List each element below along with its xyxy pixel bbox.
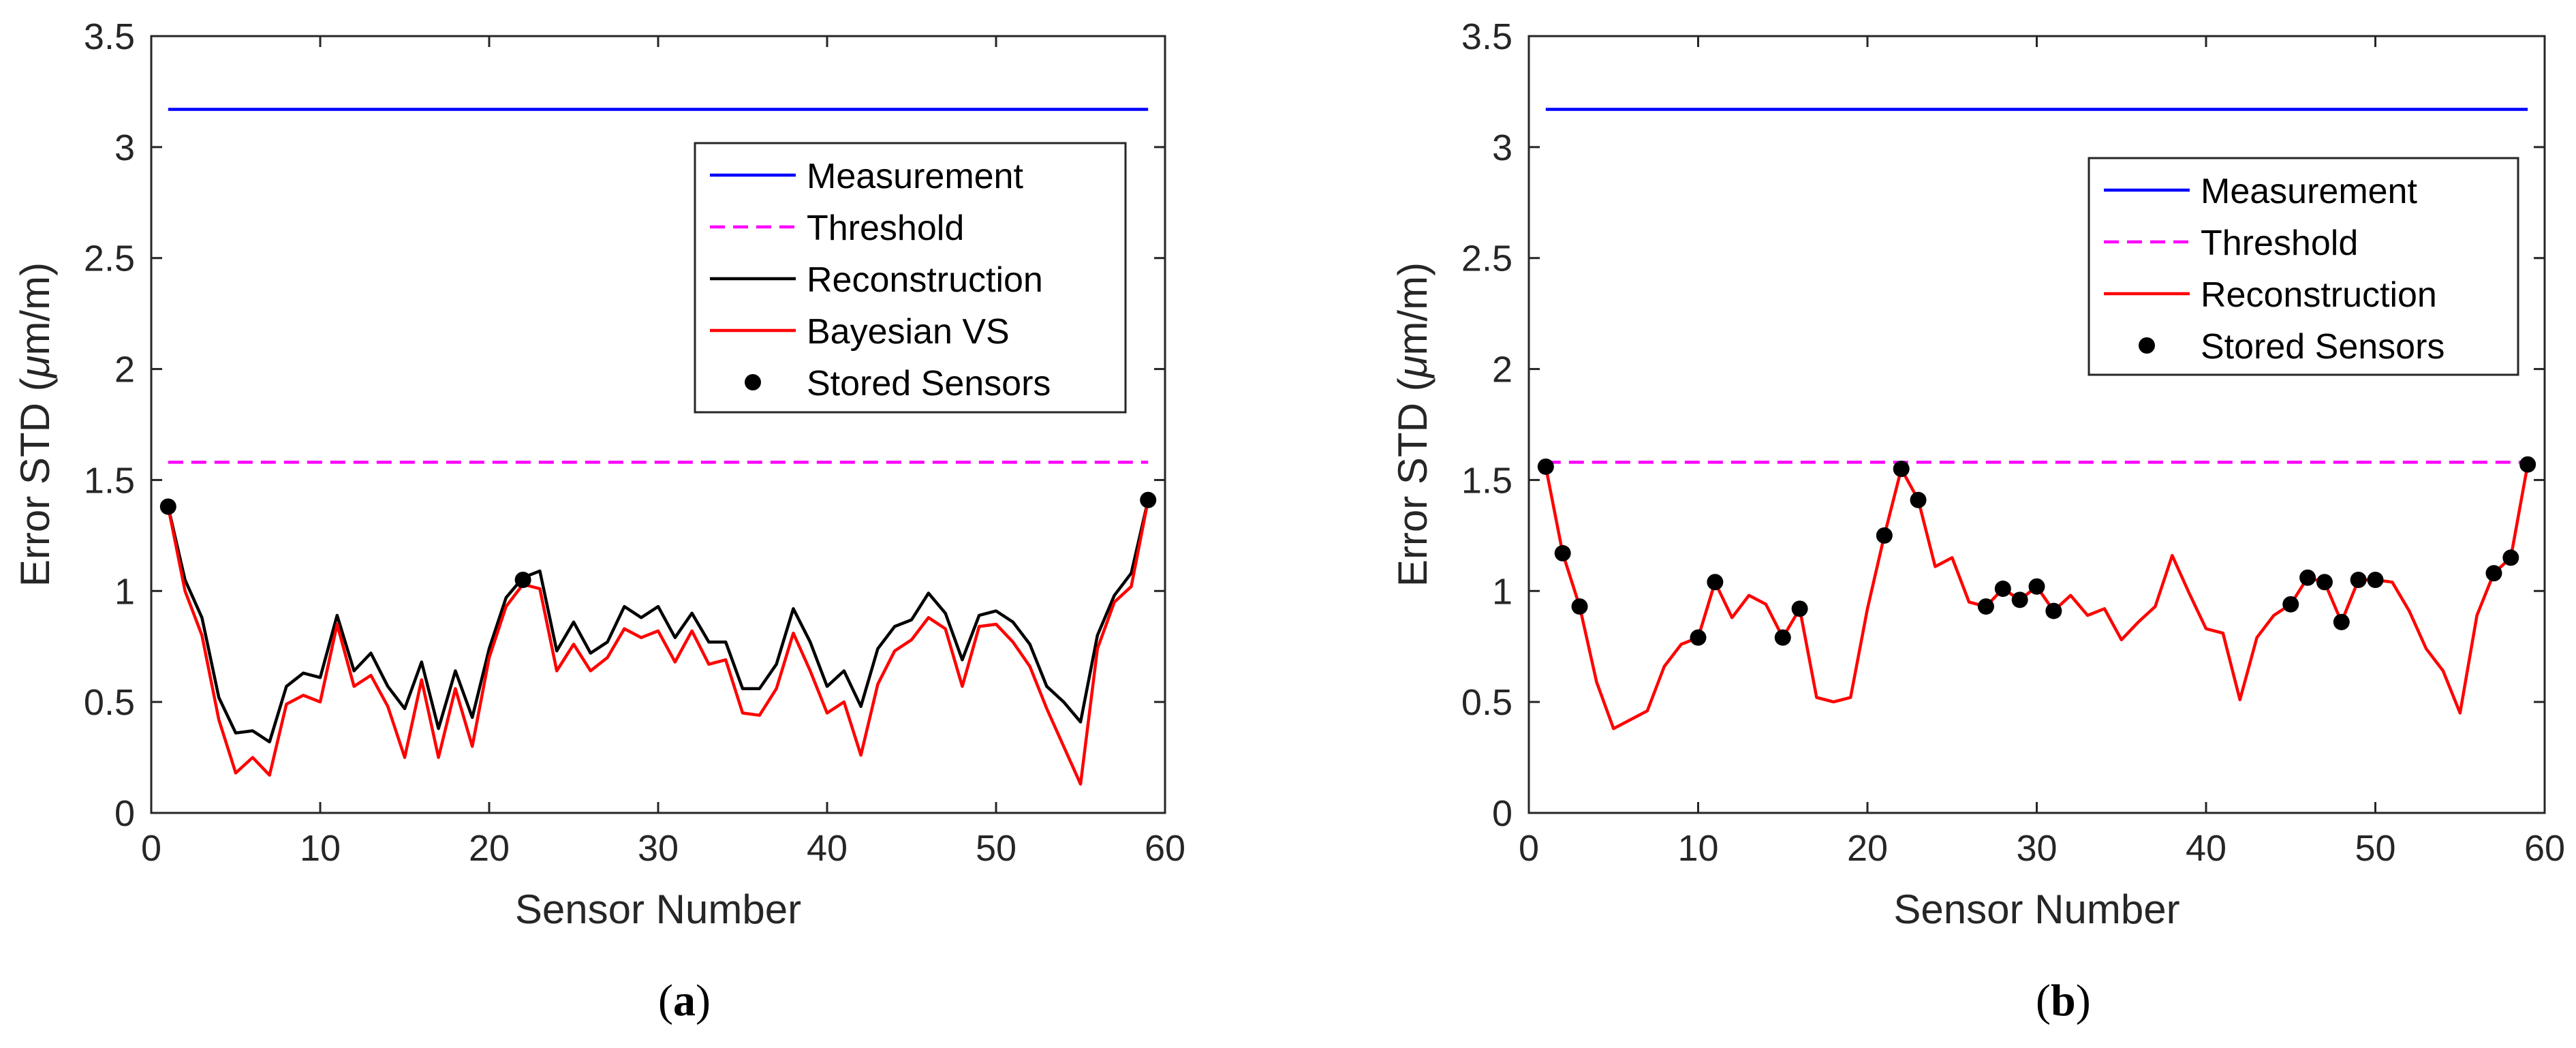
stored-sensor-point [514, 572, 531, 588]
stored-sensor-point [1994, 581, 2011, 598]
x-axis-label: Sensor Number [515, 887, 801, 932]
stored-sensor-point [1910, 491, 1927, 508]
y-axis-label-prefix: Error STD ( [12, 377, 58, 587]
y-tick-label: 0.5 [1461, 682, 1512, 723]
y-axis-label-mu: μ [12, 356, 58, 380]
y-tick-label: 1 [114, 571, 135, 612]
legend-box [2088, 157, 2519, 376]
caption-close-paren: ) [2076, 976, 2091, 1026]
chart-panel-a: 0 10 20 30 40 50 60 0 0.5 1 1.5 2 2.5 3 3.5 Sensor Numb… [12, 16, 1185, 1026]
bayesian-vs-line [166, 499, 1150, 786]
legend-swatch-stored-sensors [2139, 337, 2155, 354]
y-tick-label: 1.5 [1461, 460, 1512, 501]
x-tick-label: 20 [1847, 828, 1888, 869]
y-tick-label: 3.5 [1461, 16, 1512, 57]
x-tick-label: 50 [976, 828, 1017, 869]
panel-caption: (b) [2036, 976, 2091, 1026]
y-tick-label: 2 [114, 350, 135, 390]
x-tick-label: 60 [1145, 828, 1185, 869]
reconstruction-line [166, 499, 1150, 744]
stored-sensor-point [1554, 544, 1571, 561]
legend-label-reconstruction: Reconstruction [2201, 275, 2437, 315]
panel-caption: (a) [658, 976, 711, 1026]
chart-panel-b: 0 10 20 30 40 50 60 0 0.5 1 1.5 2 2.5 3 3.5 Sensor Numb… [1390, 16, 2565, 1026]
y-axis-label-suffix: m/m) [1390, 262, 1436, 356]
x-tick-label: 20 [469, 828, 510, 869]
x-tick-label: 50 [2355, 828, 2395, 869]
stored-sensor-point [1876, 527, 1893, 544]
stored-sensor-point [1571, 598, 1588, 615]
stored-sensor-point [1140, 491, 1157, 508]
stored-sensor-point [1774, 629, 1791, 646]
caption-open-paren: ( [658, 976, 673, 1026]
caption-close-paren: ) [696, 976, 711, 1026]
stored-sensor-point [1707, 574, 1724, 591]
stored-sensor-point [2011, 591, 2028, 608]
stored-sensor-point [2282, 596, 2299, 613]
legend-label-stored-sensors: Stored Sensors [2201, 327, 2445, 367]
legend-label-measurement: Measurement [2201, 172, 2417, 211]
x-tick-label: 30 [638, 828, 679, 869]
y-tick-label: 3 [114, 127, 135, 168]
plot-area [1527, 35, 2546, 814]
legend-label-reconstruction: Reconstruction [807, 260, 1043, 300]
legend-label-threshold: Threshold [2201, 224, 2358, 263]
stored-sensor-point [2316, 574, 2333, 591]
stored-sensor-point [2299, 569, 2316, 586]
y-axis-label-mu: μ [1390, 356, 1436, 380]
x-axis-label: Sensor Number [1893, 887, 2179, 932]
legend-label-stored-sensors: Stored Sensors [807, 364, 1051, 403]
stored-sensor-point [1690, 629, 1707, 646]
y-tick-label: 3.5 [84, 16, 135, 57]
stored-sensor-point [2485, 565, 2502, 582]
stored-sensor-point [1893, 461, 1910, 478]
y-tick-label: 0 [114, 793, 135, 834]
y-axis-label: Error STD (μm/m) [12, 262, 58, 587]
stored-sensor-point [2367, 572, 2384, 588]
y-tick-label: 3 [1492, 127, 1512, 168]
y-axis-label-suffix: m/m) [12, 262, 58, 356]
y-axis-label-prefix: Error STD ( [1390, 377, 1436, 587]
x-tick-label: 10 [300, 828, 341, 869]
stored-sensor-point [2519, 456, 2536, 473]
stored-sensor-point [2028, 578, 2045, 595]
stored-sensor-point [1537, 458, 1554, 475]
stored-sensor-point [2333, 613, 2350, 630]
stored-sensor-point [2045, 602, 2062, 619]
stored-sensor-point [1977, 598, 1994, 615]
y-tick-label: 0.5 [84, 682, 135, 723]
legend-label-measurement: Measurement [807, 157, 1023, 196]
x-tick-label: 40 [807, 828, 848, 869]
stored-sensor-point [2350, 572, 2367, 588]
stored-sensor-point [1791, 600, 1808, 617]
stored-sensor-point [159, 498, 176, 515]
y-tick-label: 0 [1492, 793, 1512, 834]
y-tick-label: 2.5 [1461, 238, 1512, 279]
caption-letter: b [2051, 976, 2076, 1026]
legend-label-threshold: Threshold [807, 209, 964, 248]
y-tick-label: 2.5 [84, 238, 135, 279]
y-tick-label: 1.5 [84, 460, 135, 501]
legend-swatch-stored-sensors [745, 374, 761, 390]
caption-open-paren: ( [2036, 976, 2051, 1026]
x-tick-label: 10 [1677, 828, 1718, 869]
x-tick-label: 30 [2016, 828, 2057, 869]
caption-letter: a [673, 976, 696, 1026]
y-tick-label: 1 [1492, 571, 1512, 612]
x-tick-label: 0 [1519, 828, 1539, 869]
x-tick-label: 40 [2186, 828, 2226, 869]
x-tick-label: 60 [2524, 828, 2565, 869]
legend-label-bayesian-vs: Bayesian VS [807, 312, 1010, 352]
y-tick-label: 2 [1492, 350, 1512, 390]
y-axis-label: Error STD (μm/m) [1390, 262, 1436, 587]
stored-sensor-point [2502, 549, 2519, 566]
x-tick-label: 0 [141, 828, 161, 869]
